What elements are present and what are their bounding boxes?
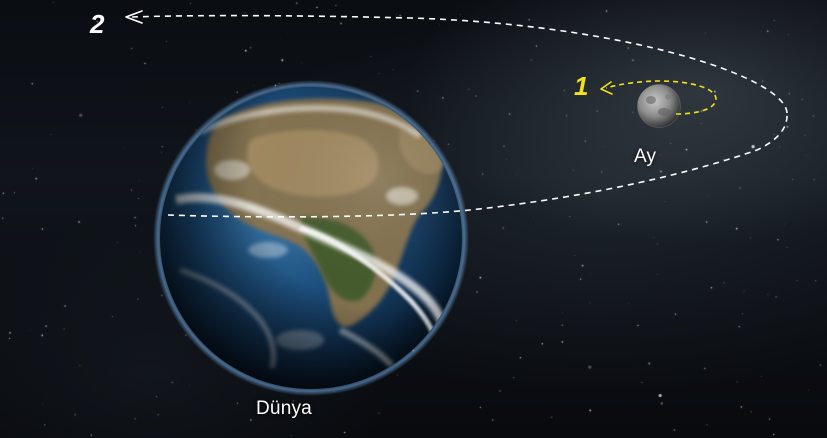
small-orbit-arrowhead [600,81,613,95]
earth-label: Dünya [256,398,312,419]
orbit-number-2: 2 [90,9,105,39]
large-orbit-arrowhead [125,10,143,24]
orbit-number-1: 1 [574,71,589,101]
earth-globe [153,80,469,396]
small-orbit-arc [605,80,717,115]
moon-label: Ay [634,146,657,167]
moon-body [637,84,681,128]
large-orbit-front-arc [167,112,788,218]
large-orbit-back-arc [131,14,788,114]
